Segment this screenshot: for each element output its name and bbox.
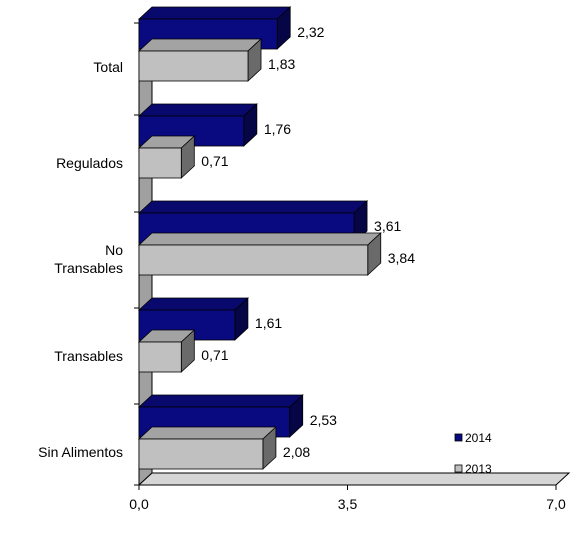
bar-top-face [137,426,277,440]
x-tick-label: 3,5 [338,496,358,512]
floor [137,472,571,486]
x-tick-label: 0,0 [129,496,149,512]
data-label: 1,83 [268,56,295,72]
bar-2013-0: 1,83 [137,38,295,82]
bar-top-face [137,103,258,117]
bar-2013-2: 3,84 [137,232,415,276]
category-label: Transables [54,260,123,276]
y-axis-ticks [134,22,139,486]
data-label: 1,76 [264,121,291,137]
category-label: Sin Alimentos [38,444,123,460]
bar-front-face [138,147,182,179]
bar-front-face [138,438,264,470]
data-label: 1,61 [255,315,282,331]
legend: 2014 2013 [454,431,492,476]
legend-label: 2014 [465,431,492,445]
data-label: 0,71 [201,347,228,363]
data-label: 3,61 [374,218,401,234]
x-tick-label: 7,0 [546,496,566,512]
bar-2013-1: 0,71 [137,135,229,179]
bar-2013-3: 0,71 [137,329,229,373]
category-label: Transables [54,348,123,364]
x-axis: 0,0 3,5 7,0 [129,484,566,512]
data-label: 0,71 [201,153,228,169]
bar-front-face [138,341,182,373]
bars: 2,321,83 1,76 0,71 3,61 3,84 1,61 0,71 2,532,08 [137,6,415,470]
category-label: Total [93,59,123,75]
legend-swatch [454,464,463,473]
legend-swatch [454,433,463,442]
category-label: No [105,242,123,258]
bar-front-face [138,244,369,276]
data-label: 2,08 [283,444,310,460]
data-label: 2,53 [310,412,337,428]
data-label: 3,84 [388,250,415,266]
data-label: 2,32 [297,24,324,40]
bar-top-face [137,232,382,246]
bar-2013-4: 2,08 [137,426,310,470]
bar-top-face [137,6,292,20]
bar-top-face [137,38,263,52]
bar-top-face [137,394,304,408]
y-axis-labels: Total Regulados No Transables Transables Sin … [38,59,123,460]
bar-top-face [137,297,249,311]
bar-top-face [137,200,369,214]
category-label: Regulados [56,155,123,171]
legend-label: 2013 [465,462,492,476]
bar-front-face [138,50,249,82]
